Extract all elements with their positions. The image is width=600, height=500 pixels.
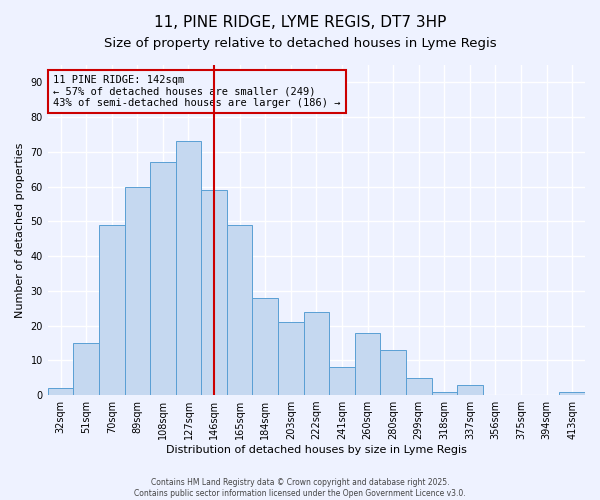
Text: Contains HM Land Registry data © Crown copyright and database right 2025.
Contai: Contains HM Land Registry data © Crown c… — [134, 478, 466, 498]
Text: 11, PINE RIDGE, LYME REGIS, DT7 3HP: 11, PINE RIDGE, LYME REGIS, DT7 3HP — [154, 15, 446, 30]
Bar — [253, 298, 278, 395]
Bar — [559, 392, 585, 395]
Bar — [431, 392, 457, 395]
Bar — [99, 225, 125, 395]
Bar — [125, 186, 150, 395]
Bar — [48, 388, 73, 395]
Bar — [457, 384, 482, 395]
Bar — [355, 332, 380, 395]
Bar — [201, 190, 227, 395]
X-axis label: Distribution of detached houses by size in Lyme Regis: Distribution of detached houses by size … — [166, 445, 467, 455]
Bar — [176, 142, 201, 395]
Bar — [227, 225, 253, 395]
Bar — [278, 322, 304, 395]
Bar — [304, 312, 329, 395]
Bar — [73, 343, 99, 395]
Bar — [150, 162, 176, 395]
Bar — [380, 350, 406, 395]
Y-axis label: Number of detached properties: Number of detached properties — [15, 142, 25, 318]
Bar — [406, 378, 431, 395]
Text: 11 PINE RIDGE: 142sqm
← 57% of detached houses are smaller (249)
43% of semi-det: 11 PINE RIDGE: 142sqm ← 57% of detached … — [53, 75, 341, 108]
Text: Size of property relative to detached houses in Lyme Regis: Size of property relative to detached ho… — [104, 38, 496, 51]
Bar — [329, 368, 355, 395]
